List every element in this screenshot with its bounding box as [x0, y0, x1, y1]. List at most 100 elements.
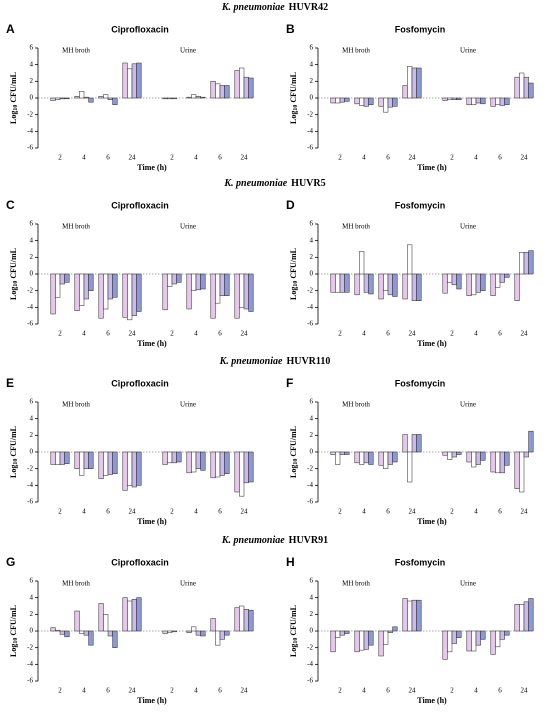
bar [528, 430, 534, 453]
y-label-part: CFU/mL [289, 605, 298, 638]
bar [79, 630, 85, 634]
bar [451, 630, 457, 644]
bar [103, 451, 109, 476]
bar [219, 273, 225, 296]
x-tick-label: 4 [474, 687, 478, 695]
bar [451, 451, 457, 458]
y-tick-label: 6 [30, 220, 34, 228]
bar [411, 434, 417, 453]
bar [359, 451, 365, 465]
y-tick-label: -2 [307, 643, 313, 651]
bar [131, 273, 137, 316]
x-tick-label: 2 [58, 687, 62, 695]
y-tick-label: 0 [310, 448, 314, 456]
x-tick-label: 24 [521, 154, 529, 162]
bar [456, 97, 462, 100]
x-tick-label: 4 [194, 687, 198, 695]
bar [490, 451, 496, 473]
y-tick-label: -2 [307, 464, 313, 472]
panel-letter: H [286, 555, 295, 569]
bar [186, 96, 192, 99]
bar [387, 630, 393, 633]
bar [378, 97, 384, 107]
x-tick-label: 2 [58, 330, 62, 338]
y-axis-label: Log10 CFU/mL [289, 248, 300, 300]
x-tick-label: 6 [218, 154, 222, 162]
bar [339, 630, 345, 636]
x-tick-label: 2 [170, 154, 174, 162]
bar [416, 434, 422, 453]
y-axis-label: Log10 CFU/mL [9, 426, 20, 478]
bar [383, 451, 389, 469]
bar [64, 630, 70, 638]
x-tick-label: 6 [498, 687, 502, 695]
y-tick-label: -4 [27, 481, 33, 489]
x-tick-label: 4 [474, 508, 478, 516]
y-label-part: Log [9, 644, 18, 657]
bar [504, 451, 510, 466]
bar [131, 451, 137, 488]
y-axis-label: Log10 CFU/mL [9, 605, 20, 657]
bar [195, 96, 201, 99]
bar [215, 630, 221, 646]
y-tick-label: 4 [310, 593, 314, 601]
x-tick-label: 4 [474, 330, 478, 338]
y-tick-label: 0 [30, 94, 34, 102]
bar [378, 451, 384, 466]
bar [239, 605, 245, 632]
x-tick-label: 2 [58, 508, 62, 516]
group-label: Urine [180, 401, 196, 409]
bar [368, 273, 374, 295]
x-tick-label: 2 [450, 508, 454, 516]
x-tick-label: 6 [218, 687, 222, 695]
bar [368, 97, 374, 105]
species: K. pneumoniae [223, 178, 287, 189]
group-label: Urine [460, 401, 476, 409]
bar [55, 451, 61, 465]
bar [162, 97, 168, 100]
bar [363, 630, 369, 650]
bar [234, 451, 240, 493]
x-tick-label: 24 [409, 687, 417, 695]
y-axis-label: Log10 CFU/mL [9, 248, 20, 300]
panel-title: Fosfomycin [395, 378, 446, 388]
bar [234, 70, 240, 99]
bar [451, 97, 457, 100]
bar [215, 451, 221, 478]
y-label-part: Log [9, 111, 18, 124]
bar [243, 76, 249, 99]
bar [416, 67, 422, 99]
bar [519, 451, 525, 493]
y-tick-label: 0 [30, 448, 34, 456]
bar [407, 244, 413, 275]
bar [112, 630, 118, 648]
y-label-sub: 10 [293, 105, 299, 111]
y-tick-label: 4 [310, 236, 314, 244]
y-label-sub: 10 [13, 105, 19, 111]
bar [127, 451, 133, 486]
bar [407, 66, 413, 99]
y-tick-label: 6 [30, 44, 34, 52]
bar [219, 85, 225, 99]
bar [167, 451, 173, 464]
bar [407, 600, 413, 632]
y-label-sub: 10 [293, 638, 299, 644]
panel-title: Ciprofloxacin [111, 557, 169, 567]
bar [442, 273, 448, 294]
x-tick-label: 2 [338, 687, 342, 695]
bar [136, 273, 142, 312]
y-tick-label: 0 [310, 94, 314, 102]
y-tick-label: 4 [30, 414, 34, 422]
bar [200, 273, 206, 290]
y-tick-label: -6 [27, 677, 33, 685]
bar [335, 273, 341, 293]
group-label: Urine [180, 47, 196, 55]
x-tick-label: 6 [498, 508, 502, 516]
bar [215, 83, 221, 99]
panel-letter: B [286, 22, 295, 36]
y-tick-label: 6 [310, 577, 314, 585]
y-tick-label: -2 [27, 286, 33, 294]
y-tick-label: -6 [307, 677, 313, 685]
bar [368, 630, 374, 646]
bar [131, 599, 137, 632]
